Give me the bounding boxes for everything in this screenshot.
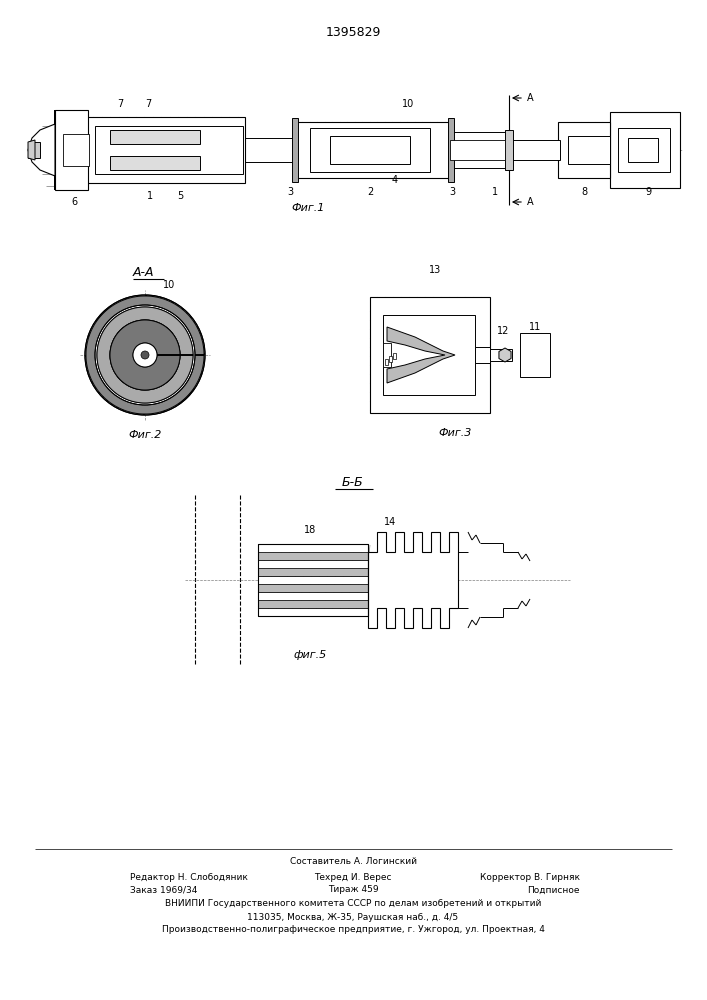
Bar — [450, 140, 505, 160]
Text: Корректор В. Гирняк: Корректор В. Гирняк — [480, 872, 580, 882]
Bar — [520, 333, 550, 377]
Text: Редактор Н. Слободяник: Редактор Н. Слободяник — [130, 872, 248, 882]
Bar — [505, 130, 513, 170]
Text: 18: 18 — [304, 525, 316, 535]
Text: 7: 7 — [145, 99, 151, 109]
Bar — [558, 122, 610, 178]
Bar — [628, 138, 658, 162]
Text: Фиг.3: Фиг.3 — [438, 428, 472, 438]
Bar — [28, 142, 40, 158]
Text: 10: 10 — [402, 99, 414, 109]
Text: 14: 14 — [384, 517, 396, 527]
Bar — [450, 132, 510, 168]
Text: Тираж 459: Тираж 459 — [327, 886, 378, 894]
Text: 12: 12 — [497, 326, 509, 336]
Bar — [258, 592, 368, 600]
Polygon shape — [86, 296, 204, 414]
Text: А-А: А-А — [133, 266, 155, 279]
Bar — [258, 560, 368, 568]
Circle shape — [141, 351, 149, 359]
Bar — [258, 544, 368, 552]
Bar — [310, 128, 430, 172]
Polygon shape — [110, 320, 180, 390]
Text: фиг.5: фиг.5 — [293, 650, 327, 660]
Text: 1: 1 — [492, 187, 498, 197]
Text: 3: 3 — [449, 187, 455, 197]
Bar — [258, 608, 368, 616]
Text: 6: 6 — [71, 197, 77, 207]
Bar — [55, 110, 88, 190]
Bar — [475, 347, 490, 363]
Text: Составитель А. Логинский: Составитель А. Логинский — [289, 857, 416, 866]
Bar — [258, 552, 368, 560]
Bar — [295, 122, 450, 178]
Text: 7: 7 — [117, 99, 123, 109]
Bar — [240, 138, 295, 162]
Text: Фиг.2: Фиг.2 — [128, 430, 162, 440]
Bar — [258, 600, 368, 608]
Bar — [370, 297, 490, 413]
Bar — [393, 353, 396, 359]
Bar — [95, 126, 243, 174]
Text: 1395829: 1395829 — [325, 26, 380, 39]
Bar — [258, 584, 368, 592]
Text: 5: 5 — [177, 191, 183, 201]
Circle shape — [95, 305, 195, 405]
Text: 11: 11 — [529, 322, 541, 332]
Text: Заказ 1969/34: Заказ 1969/34 — [130, 886, 197, 894]
Circle shape — [85, 295, 205, 415]
Bar — [110, 130, 200, 144]
Polygon shape — [97, 307, 193, 403]
Circle shape — [97, 307, 193, 403]
Bar — [618, 128, 670, 172]
Polygon shape — [368, 532, 458, 628]
Text: 113035, Москва, Ж-35, Раушская наб., д. 4/5: 113035, Москва, Ж-35, Раушская наб., д. … — [247, 912, 459, 922]
Text: 1: 1 — [147, 191, 153, 201]
Bar — [258, 544, 368, 616]
Bar — [110, 156, 200, 170]
Text: 9: 9 — [645, 187, 651, 197]
Circle shape — [110, 320, 180, 390]
Text: 8: 8 — [581, 187, 587, 197]
Text: 3: 3 — [287, 187, 293, 197]
Text: Техред И. Верес: Техред И. Верес — [314, 872, 392, 882]
Polygon shape — [28, 140, 35, 160]
Text: 13: 13 — [429, 265, 441, 275]
Text: А: А — [527, 93, 534, 103]
Bar — [63, 134, 89, 166]
Circle shape — [109, 319, 181, 391]
Bar — [389, 356, 392, 362]
Text: Б-Б: Б-Б — [342, 476, 364, 488]
Text: А: А — [527, 197, 534, 207]
Bar — [385, 359, 388, 365]
Circle shape — [133, 343, 157, 367]
Polygon shape — [499, 348, 511, 362]
Bar — [258, 576, 368, 584]
Bar — [448, 118, 454, 182]
Bar — [568, 136, 610, 164]
Bar — [510, 140, 560, 160]
Text: ВНИИПИ Государственного комитета СССР по делам изобретений и открытий: ВНИИПИ Государственного комитета СССР по… — [165, 900, 541, 908]
Bar — [330, 136, 410, 164]
Bar — [258, 568, 368, 576]
Bar — [292, 118, 298, 182]
Bar — [383, 315, 475, 395]
Bar — [383, 343, 391, 367]
Bar — [85, 117, 245, 183]
Polygon shape — [28, 110, 55, 190]
Text: Фиг.1: Фиг.1 — [291, 203, 325, 213]
Text: 10: 10 — [163, 280, 175, 290]
Text: Подписное: Подписное — [527, 886, 580, 894]
Text: 2: 2 — [367, 187, 373, 197]
Bar — [610, 112, 680, 188]
Polygon shape — [387, 327, 455, 383]
Text: 4: 4 — [392, 175, 398, 185]
Text: Производственно-полиграфическое предприятие, г. Ужгород, ул. Проектная, 4: Производственно-полиграфическое предприя… — [162, 926, 544, 934]
Bar — [490, 349, 512, 361]
